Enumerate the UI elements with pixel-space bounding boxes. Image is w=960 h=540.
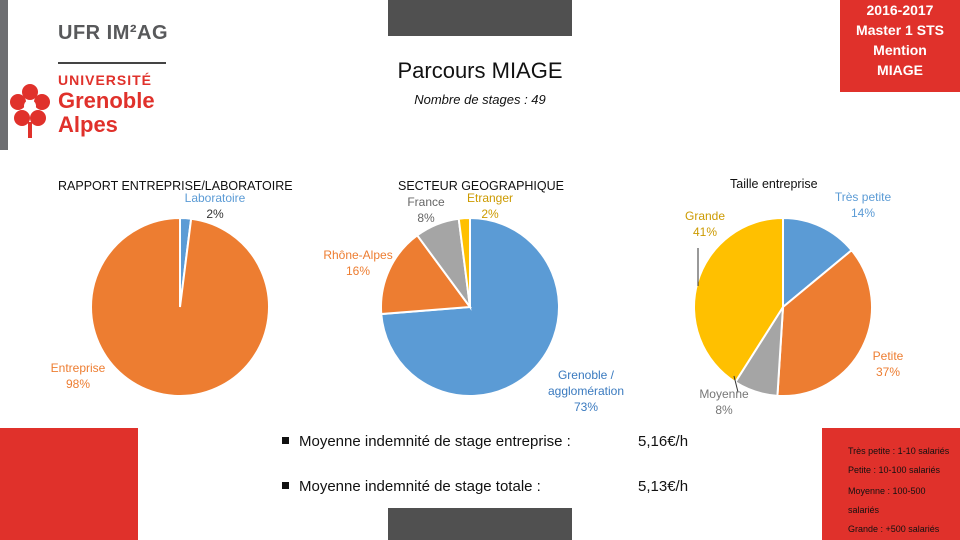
label-grande-pct: 41%: [692, 225, 718, 239]
label-etranger-name: Etranger: [466, 191, 514, 205]
header-line-master: Master 1 STS: [856, 22, 944, 38]
header-badge: 2016-2017 Master 1 STS Mention MIAGE: [840, 0, 960, 92]
label-entreprise-pct: 98%: [65, 377, 91, 391]
label-grenoble: Grenoble / agglomération 73%: [536, 367, 636, 415]
logo-grenoble: Grenoble: [58, 88, 155, 113]
logo-left-bar: [0, 0, 8, 150]
pie-rapport: [90, 216, 270, 397]
square-bullet-icon: [282, 481, 289, 489]
label-etranger: Etranger 2%: [460, 190, 520, 222]
label-laboratoire: Laboratoire 2%: [170, 190, 260, 222]
logo-divider: [58, 62, 166, 64]
label-laboratoire-pct: 2%: [206, 207, 224, 221]
logo-universite: UNIVERSITÉ: [58, 72, 153, 88]
header-line-mention: Mention: [873, 42, 927, 58]
label-entreprise-name: Entreprise: [50, 361, 106, 375]
label-etranger-pct: 2%: [481, 207, 499, 221]
label-petite-name: Petite: [872, 349, 904, 363]
chart-title-taille: Taille entreprise: [730, 177, 818, 191]
size-legend-moyenne-cont: salariés: [848, 505, 880, 515]
label-petite: Petite 37%: [860, 348, 916, 380]
label-tres-petite: Très petite 14%: [818, 189, 908, 221]
bottom-right-red-box: [822, 428, 960, 540]
header-line-year: 2016-2017: [866, 2, 934, 18]
logo-flower-icon: [8, 82, 52, 138]
leader-line-moyenne: [733, 375, 739, 393]
bullet-indemnite-entreprise: Moyenne indemnité de stage entreprise :: [282, 433, 571, 450]
label-grande-name: Grande: [684, 209, 726, 223]
slice-entreprise: [90, 216, 270, 397]
label-petite-pct: 37%: [875, 365, 901, 379]
logo: UFR IM²AG UNIVERSITÉ Grenoble Alpes: [0, 0, 175, 150]
label-moyenne-name: Moyenne: [699, 387, 749, 401]
size-legend-moyenne: Moyenne : 100-500: [848, 486, 926, 496]
label-rhone-alpes: Rhône-Alpes 16%: [316, 247, 400, 279]
label-france-name: France: [407, 195, 445, 209]
bullet-indemnite-totale: Moyenne indemnité de stage totale :: [282, 478, 541, 495]
indemnite-totale-value: 5,13€/h: [638, 478, 689, 495]
header-line-miage: MIAGE: [877, 62, 923, 78]
label-laboratoire-name: Laboratoire: [184, 191, 246, 205]
label-rhone-alpes-pct: 16%: [345, 264, 371, 278]
chart-title-secteur: SECTEUR GEOGRAPHIQUE: [398, 179, 564, 193]
top-dark-bar: [388, 0, 572, 36]
size-legend-tres-petite: Très petite : 1-10 salariés: [848, 446, 950, 456]
pie-secteur: [380, 216, 560, 397]
label-moyenne: Moyenne 8%: [688, 386, 760, 418]
label-moyenne-pct: 8%: [715, 403, 733, 417]
bottom-left-red-box: [0, 428, 138, 540]
logo-ufr: UFR IM²AG: [58, 22, 169, 44]
label-grenoble-pct: 73%: [573, 400, 599, 414]
square-bullet-icon: [282, 436, 289, 444]
chart-title-rapport: RAPPORT ENTREPRISE/LABORATOIRE: [58, 179, 293, 193]
indemnite-totale-label: Moyenne indemnité de stage totale :: [299, 478, 541, 495]
label-tres-petite-pct: 14%: [850, 206, 876, 220]
label-rhone-alpes-name: Rhône-Alpes: [323, 248, 393, 262]
label-france-pct: 8%: [417, 211, 435, 225]
slice-etranger: [457, 216, 471, 308]
page-subtitle: Nombre de stages : 49: [414, 92, 546, 107]
label-france: France 8%: [398, 194, 454, 226]
indemnite-entreprise-value: 5,16€/h: [638, 433, 689, 450]
slice-rhone-alpes: [380, 233, 472, 316]
slice-tres-petite: [782, 216, 853, 310]
label-tres-petite-name: Très petite: [834, 190, 892, 204]
label-grande: Grande 41%: [670, 208, 740, 240]
label-entreprise: Entreprise 98%: [36, 360, 120, 392]
label-grenoble-name: Grenoble / agglomération: [547, 368, 625, 398]
page-title: Parcours MIAGE: [397, 58, 563, 83]
slice-petite: [776, 248, 873, 397]
size-legend-petite: Petite : 10-100 salariés: [848, 465, 941, 475]
pie-taille: [693, 216, 873, 397]
logo-alpes: Alpes: [58, 112, 118, 137]
size-legend-grande: Grande : +500 salariés: [848, 524, 940, 534]
bottom-dark-bar: [388, 508, 572, 540]
indemnite-entreprise-label: Moyenne indemnité de stage entreprise :: [299, 433, 571, 450]
